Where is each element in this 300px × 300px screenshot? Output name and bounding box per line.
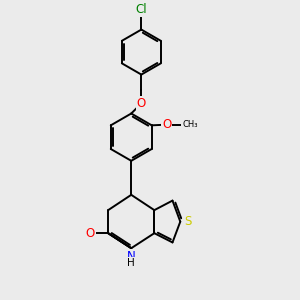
Text: S: S (185, 215, 192, 228)
Text: CH₃: CH₃ (182, 120, 198, 129)
Text: O: O (137, 97, 146, 110)
Text: O: O (162, 118, 171, 131)
Text: O: O (85, 227, 94, 240)
Text: Cl: Cl (136, 3, 147, 16)
Text: N: N (127, 250, 136, 263)
Text: H: H (128, 258, 135, 268)
